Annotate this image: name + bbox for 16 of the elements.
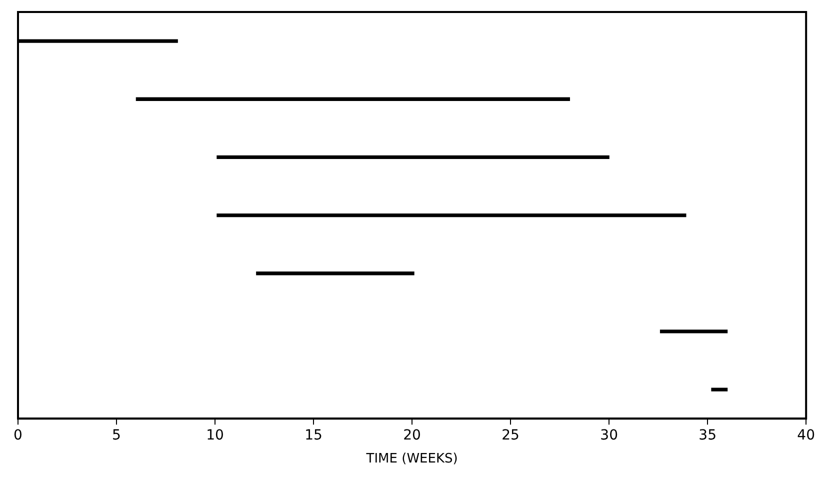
x-tick-label: 35 <box>698 428 716 444</box>
x-tick-label: 40 <box>797 428 816 444</box>
x-axis-title: TIME (WEEKS) <box>365 452 458 467</box>
x-tick-label: 25 <box>502 428 520 444</box>
bar <box>136 97 570 101</box>
bar <box>216 155 610 160</box>
x-tick-label: 10 <box>206 428 224 444</box>
bar <box>660 330 728 334</box>
bar <box>711 388 728 392</box>
x-tick-label: 20 <box>403 428 421 444</box>
x-tick-label: 5 <box>112 428 121 444</box>
x-tick-label: 0 <box>14 428 22 444</box>
x-tick-label: 30 <box>600 428 618 444</box>
bar <box>216 213 686 218</box>
x-tick-label: 15 <box>304 428 322 444</box>
bar <box>256 272 414 276</box>
